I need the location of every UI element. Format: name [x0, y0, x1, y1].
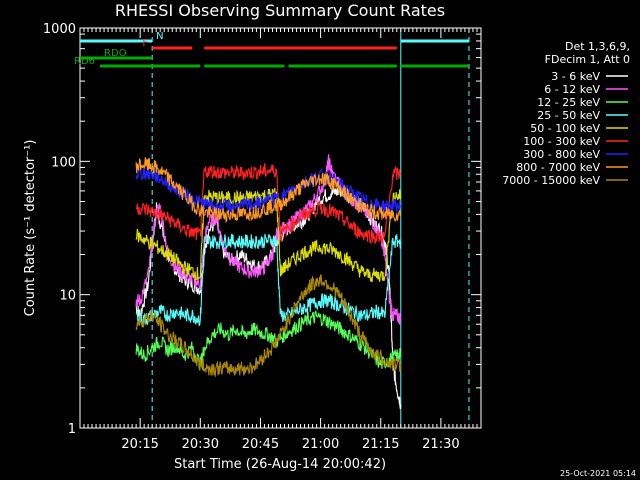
x-tick-label: 20:15	[121, 437, 158, 452]
plot-area	[151, 28, 470, 428]
series-layer	[135, 154, 402, 410]
legend-label: 300 - 800 keV	[523, 148, 600, 161]
x-tick-label: 21:30	[422, 437, 459, 452]
series-line-4	[135, 187, 402, 283]
state-bars: NF RDO RD6	[74, 31, 469, 68]
x-tick-label: 21:00	[302, 437, 339, 452]
legend-label: 3 - 6 keV	[551, 70, 600, 83]
legend-label: 50 - 100 keV	[530, 122, 600, 135]
legend-label: 25 - 50 keV	[537, 109, 600, 122]
chart-title: RHESSI Observing Summary Count Rates	[115, 1, 445, 20]
x-axis-label: Start Time (26-Aug-14 20:00:42)	[174, 457, 386, 472]
state-bar-label: F	[142, 38, 148, 49]
x-tick-label: 20:30	[182, 437, 219, 452]
legend-label: 12 - 25 keV	[537, 96, 600, 109]
x-tick-label: 20:45	[242, 437, 279, 452]
legend-label: 100 - 300 keV	[523, 135, 600, 148]
y-tick-label: 1	[68, 422, 76, 437]
legend-header: FDecim 1, Att 0	[545, 53, 630, 66]
legend-header: Det 1,3,6,9,	[565, 40, 630, 53]
state-bar-label: RD6	[74, 56, 95, 67]
state-bar-label: N	[156, 31, 163, 42]
state-bar-label: RDO	[104, 48, 127, 59]
y-axis-label: Count Rate (s⁻¹ detector⁻¹)	[23, 140, 38, 317]
series-line-2	[135, 310, 402, 371]
legend-label: 7000 - 15000 keV	[502, 174, 600, 187]
y-tick-label: 100	[51, 155, 76, 170]
axes: 1 10 100 1000 20:15 20:30 20:45 21:00 21:15 21:30	[43, 22, 482, 452]
legend-label: 800 - 7000 keV	[516, 161, 600, 174]
series-line-3	[135, 233, 402, 327]
series-line-5	[135, 162, 402, 245]
x-tick-label: 21:15	[362, 437, 399, 452]
legend-label: 6 - 12 keV	[544, 83, 600, 96]
footer-timestamp: 25-Oct-2021 05:14	[560, 469, 636, 478]
series-line-8	[135, 274, 402, 378]
series-line-0	[135, 185, 402, 410]
y-tick-label: 1000	[43, 22, 76, 37]
y-tick-label: 10	[59, 289, 76, 304]
series-line-7	[135, 157, 402, 224]
